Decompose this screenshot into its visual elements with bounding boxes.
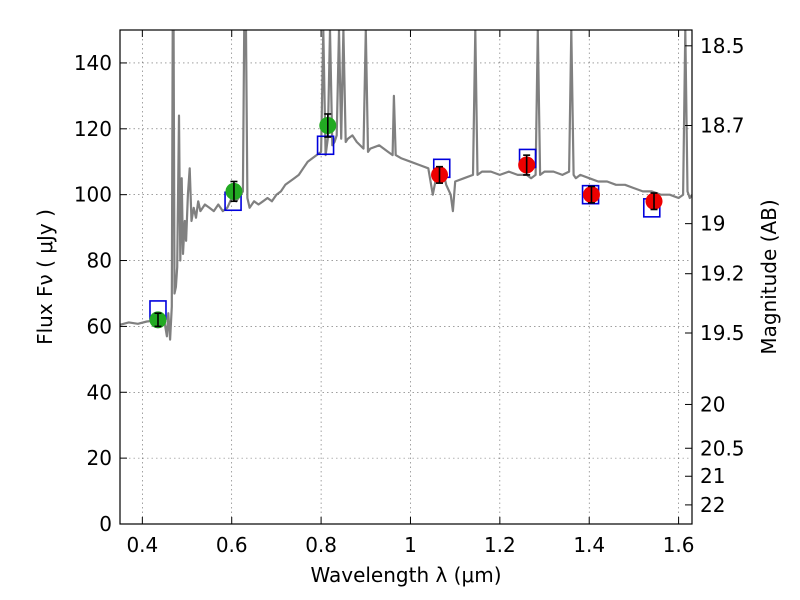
y-tick-label: 80 [87,249,112,273]
y-axis-label: Flux Fν ( μJy ) [33,209,57,345]
spectrum-line [120,30,692,341]
right-tick-label: 18.5 [700,34,745,58]
x-tick-label: 1 [404,533,417,557]
right-tick-label: 20 [700,392,725,416]
right-tick-label: 20.5 [700,436,745,460]
x-tick-label: 0.4 [126,533,158,557]
right-tick-label: 19.5 [700,321,745,345]
right-tick-label: 22 [700,493,725,517]
y-tick-label: 140 [74,51,112,75]
x-axis-label: Wavelength λ (μm) [310,563,501,587]
y-tick-label: 120 [74,117,112,141]
data-points-layer [149,113,663,329]
right-tick-label: 19.2 [700,262,745,286]
plot-frame [119,29,693,525]
x-tick-label: 0.6 [216,533,248,557]
grid [120,30,692,525]
y-tick-label: 40 [87,380,112,404]
right-tick-label: 19 [700,212,725,236]
right-axis-label: Magnitude (AB) [757,199,781,354]
y-tick-label: 60 [87,314,112,338]
ticks-layer: 0.4 0.6 0.8 1 1.2 1.4 1.6 0 20 40 60 80 100 120 140 18.… [74,30,745,557]
model-boxes-layer [149,135,661,320]
y-tick-label: 0 [99,512,112,536]
x-tick-label: 1.4 [573,533,605,557]
x-tick-label: 0.8 [305,533,337,557]
spectrum-layer [120,30,692,341]
x-tick-label: 1.6 [663,533,695,557]
x-tick-label: 1.2 [484,533,516,557]
y-tick-label: 20 [87,446,112,470]
y-tick-label: 100 [74,183,112,207]
right-tick-label: 21 [700,464,725,488]
right-tick-label: 18.7 [700,114,745,138]
